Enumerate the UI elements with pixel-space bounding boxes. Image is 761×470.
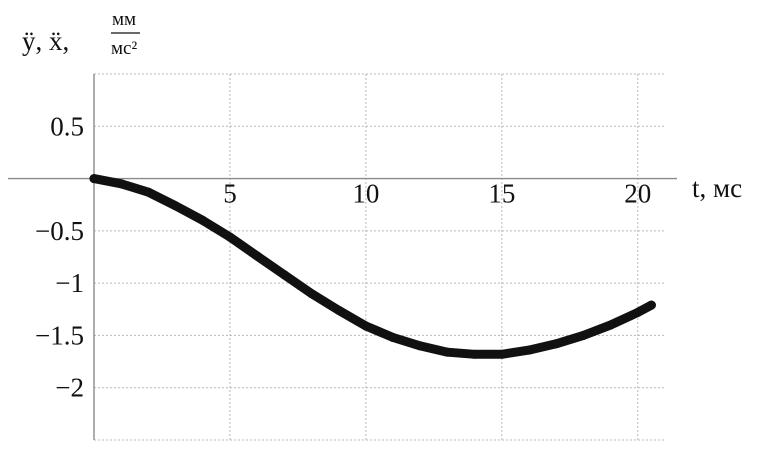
y-axis-unit-denominator: мс² bbox=[111, 38, 137, 59]
data-point bbox=[578, 330, 588, 340]
y-axis-unit-numerator: мм bbox=[112, 9, 136, 30]
acceleration-curve bbox=[89, 174, 656, 359]
y-tick-label: −1.5 bbox=[35, 320, 84, 350]
data-point bbox=[307, 289, 317, 299]
tick-labels: 5 10 15 20 0.5 −0.5 −1 −1.5 −2 bbox=[35, 111, 651, 402]
data-point bbox=[646, 300, 656, 310]
data-point bbox=[633, 307, 643, 317]
data-point bbox=[415, 341, 425, 351]
y-tick-label: −1 bbox=[55, 268, 84, 298]
data-point bbox=[361, 321, 371, 331]
grid bbox=[93, 73, 665, 441]
data-point bbox=[551, 339, 561, 349]
data-point bbox=[225, 232, 235, 242]
axes bbox=[8, 74, 677, 440]
data-point bbox=[524, 345, 534, 355]
series bbox=[89, 174, 656, 359]
data-point bbox=[89, 174, 99, 184]
data-point bbox=[143, 187, 153, 197]
data-point bbox=[116, 179, 126, 189]
data-point bbox=[279, 270, 289, 280]
data-point bbox=[442, 347, 452, 357]
data-point bbox=[388, 333, 398, 343]
data-point bbox=[198, 215, 208, 225]
x-axis-title: t, мс bbox=[692, 173, 742, 203]
x-tick-label: 10 bbox=[352, 179, 379, 209]
y-tick-label: −0.5 bbox=[35, 216, 84, 246]
x-tick-label: 15 bbox=[488, 179, 515, 209]
x-tick-label: 20 bbox=[624, 179, 651, 209]
y-axis-symbols: ÿ, ẍ, bbox=[22, 26, 69, 56]
data-point bbox=[497, 349, 507, 359]
y-tick-label: −2 bbox=[55, 373, 84, 403]
data-point bbox=[470, 349, 480, 359]
x-tick-label: 5 bbox=[223, 179, 237, 209]
y-tick-label: 0.5 bbox=[50, 111, 84, 141]
data-point bbox=[171, 201, 181, 211]
data-point bbox=[252, 251, 262, 261]
data-point bbox=[334, 305, 344, 315]
data-point bbox=[606, 320, 616, 330]
